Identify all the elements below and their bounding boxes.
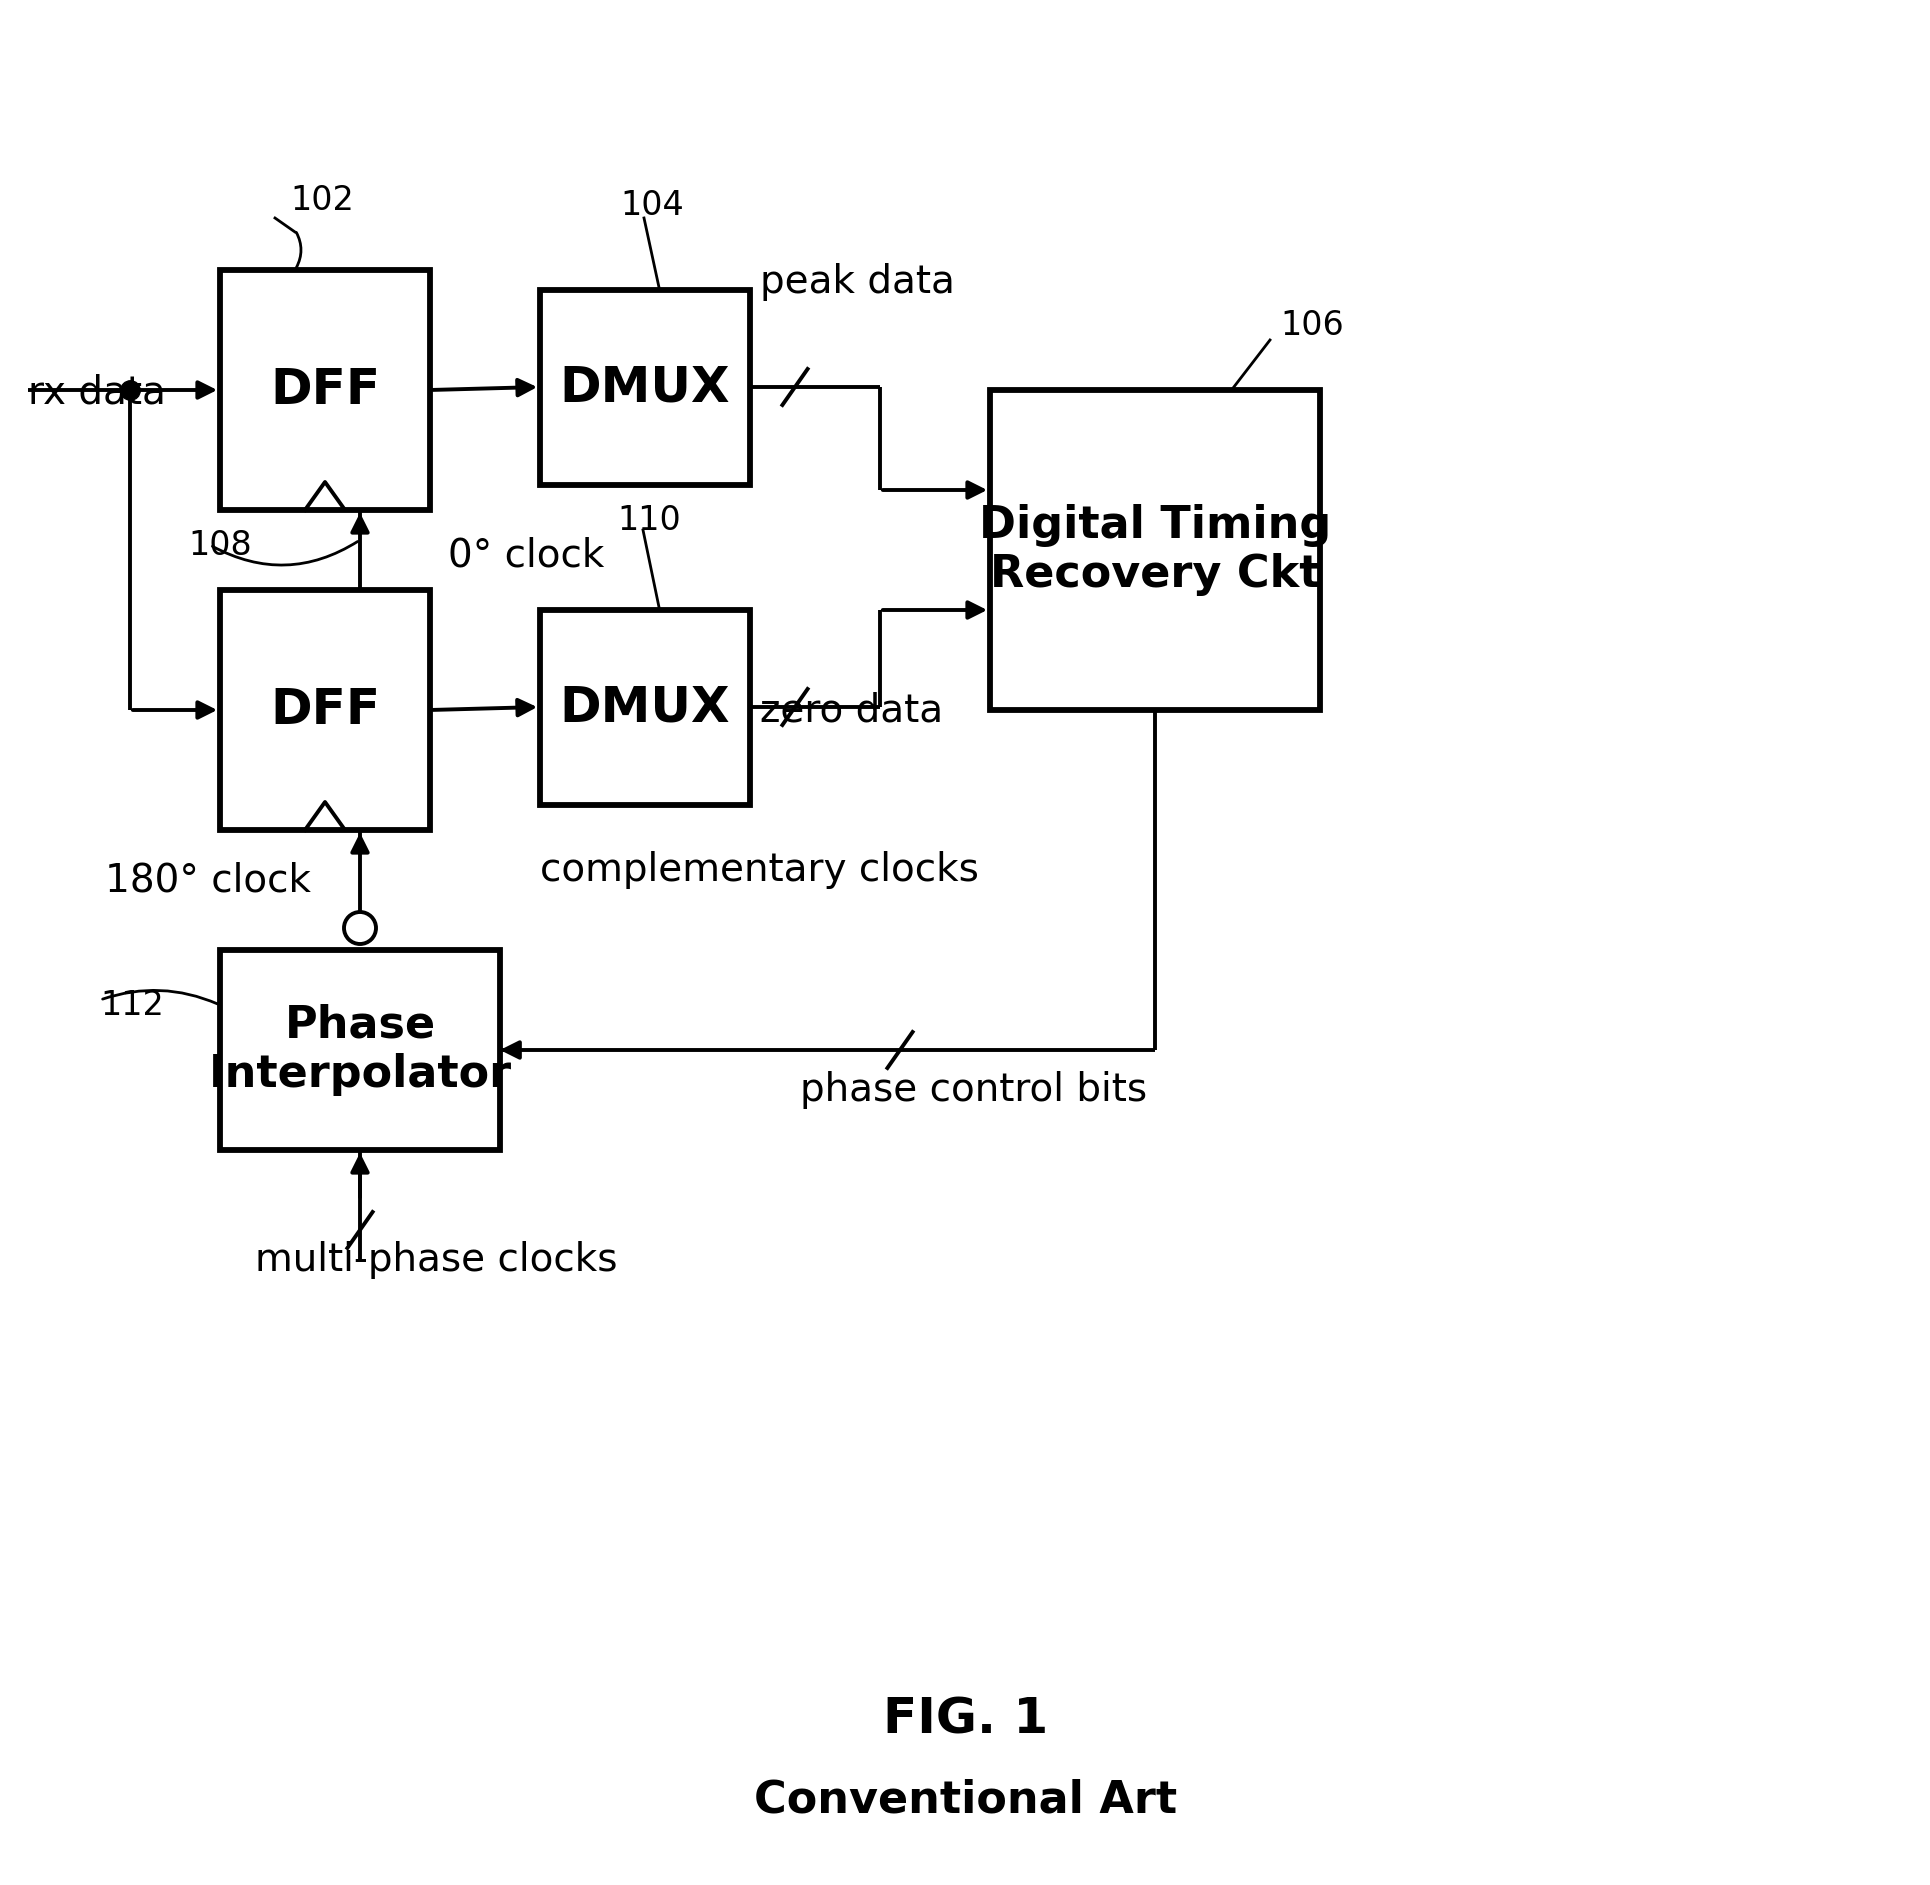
Bar (990, 390, 1320, 711)
Text: peak data: peak data (760, 264, 953, 302)
Text: rx data: rx data (29, 373, 166, 411)
Text: DMUX: DMUX (560, 684, 730, 731)
Text: complementary clocks: complementary clocks (540, 850, 979, 890)
Text: 0° clock: 0° clock (448, 535, 604, 575)
Text: 106: 106 (1280, 309, 1343, 341)
Text: DFF: DFF (270, 686, 380, 733)
Text: Conventional Art: Conventional Art (753, 1779, 1177, 1821)
Text: Digital Timing
Recovery Ckt: Digital Timing Recovery Ckt (979, 503, 1330, 596)
Bar (220, 950, 500, 1150)
Text: 112: 112 (100, 988, 164, 1022)
Text: 108: 108 (187, 528, 251, 562)
Text: 102: 102 (290, 183, 353, 217)
Text: phase control bits: phase control bits (799, 1071, 1146, 1108)
Text: 180° clock: 180° clock (104, 861, 311, 899)
Text: DMUX: DMUX (560, 364, 730, 411)
Text: Phase
Interpolator: Phase Interpolator (208, 1003, 511, 1097)
Text: FIG. 1: FIG. 1 (882, 1696, 1048, 1744)
Bar (540, 290, 749, 484)
Bar (220, 270, 430, 511)
Text: multi-phase clocks: multi-phase clocks (255, 1240, 618, 1280)
Text: zero data: zero data (760, 692, 942, 729)
Bar (220, 590, 430, 829)
Text: 110: 110 (618, 503, 681, 537)
Text: DFF: DFF (270, 366, 380, 415)
Bar (540, 611, 749, 805)
Text: 104: 104 (620, 188, 683, 222)
